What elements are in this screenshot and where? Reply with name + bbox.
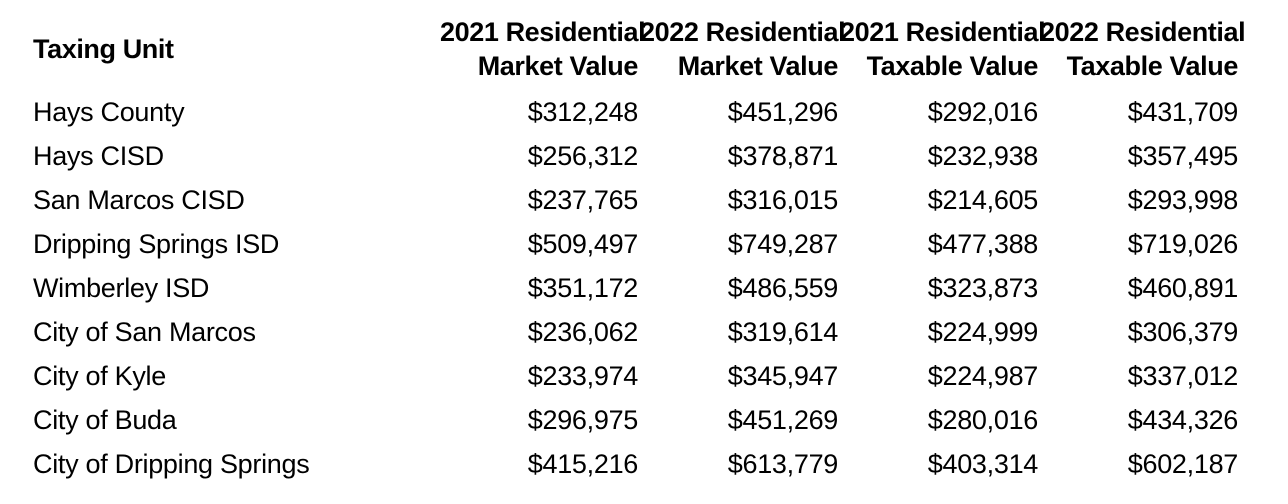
value-cell-2022-market: $316,015	[727, 184, 839, 215]
value-cell-2022-taxable: $719,026	[1127, 228, 1239, 259]
table-header: Taxing Unit 2021 Residential Market Valu…	[0, 8, 1288, 90]
value-cell-2021-market: $415,216	[527, 448, 639, 479]
taxing-unit-cell: Hays CISD	[33, 140, 164, 171]
value-cell-2022-taxable: $602,187	[1127, 448, 1239, 479]
value-cell-2021-market: $312,248	[527, 96, 639, 127]
value-cell-2022-taxable: $357,495	[1127, 140, 1239, 171]
gutter	[1240, 442, 1288, 486]
value-cell-2021-taxable: $280,016	[927, 404, 1039, 435]
gutter	[1240, 134, 1288, 178]
value-cell-2022-market: $486,559	[727, 272, 839, 303]
table-row: Wimberley ISD $351,172 $486,559 $323,873…	[0, 266, 1288, 310]
gutter	[1240, 354, 1288, 398]
gutter	[1240, 222, 1288, 266]
header-line-1: 2022 Residential	[640, 17, 846, 47]
column-header-2022-taxable-value: 2022 Residential Taxable Value	[1040, 8, 1246, 90]
value-cell-2022-market: $378,871	[727, 140, 839, 171]
value-cell-2021-taxable: $323,873	[927, 272, 1039, 303]
header-line-2: Taxable Value	[1066, 51, 1239, 81]
value-cell-2021-market: $509,497	[527, 228, 639, 259]
value-cell-2021-taxable: $214,605	[927, 184, 1039, 215]
taxing-unit-cell: City of Kyle	[33, 360, 166, 391]
value-cell-2022-taxable: $460,891	[1127, 272, 1239, 303]
value-cell-2021-taxable: $477,388	[927, 228, 1039, 259]
value-cell-2022-taxable: $306,379	[1127, 316, 1239, 347]
taxing-unit-cell: City of San Marcos	[33, 316, 256, 347]
value-cell-2021-market: $233,974	[527, 360, 639, 391]
table-row: Hays County $312,248 $451,296 $292,016 $…	[0, 90, 1288, 134]
taxing-unit-cell: Dripping Springs ISD	[33, 228, 280, 259]
value-cell-2022-taxable: $337,012	[1127, 360, 1239, 391]
header-line-2: Market Value	[477, 51, 639, 81]
table-row: City of San Marcos $236,062 $319,614 $22…	[0, 310, 1288, 354]
value-cell-2021-market: $236,062	[527, 316, 639, 347]
value-cell-2021-taxable: $224,999	[927, 316, 1039, 347]
column-header-taxing-unit: Taxing Unit	[0, 8, 440, 90]
header-line-1: 2022 Residential	[1040, 17, 1246, 47]
value-cell-2022-taxable: $434,326	[1127, 404, 1239, 435]
gutter	[1240, 266, 1288, 310]
residential-values-table: Taxing Unit 2021 Residential Market Valu…	[0, 8, 1288, 486]
taxing-unit-cell: Hays County	[33, 96, 185, 127]
gutter	[1240, 398, 1288, 442]
taxing-unit-label: Taxing Unit	[33, 34, 174, 64]
value-cell-2021-market: $296,975	[527, 404, 639, 435]
taxing-unit-cell: Wimberley ISD	[33, 272, 210, 303]
value-cell-2021-taxable: $224,987	[927, 360, 1039, 391]
taxing-unit-cell: City of Buda	[33, 404, 177, 435]
gutter	[1240, 8, 1288, 90]
table-row: City of Buda $296,975 $451,269 $280,016 …	[0, 398, 1288, 442]
value-cell-2021-taxable: $403,314	[927, 448, 1039, 479]
gutter	[1240, 310, 1288, 354]
taxing-unit-cell: San Marcos CISD	[33, 184, 245, 215]
header-row: Taxing Unit 2021 Residential Market Valu…	[0, 8, 1288, 90]
table-body: Hays County $312,248 $451,296 $292,016 $…	[0, 90, 1288, 486]
column-header-2021-market-value: 2021 Residential Market Value	[440, 8, 646, 90]
value-cell-2022-market: $451,296	[727, 96, 839, 127]
value-cell-2021-taxable: $232,938	[927, 140, 1039, 171]
table-row: Dripping Springs ISD $509,497 $749,287 $…	[0, 222, 1288, 266]
table-row: Hays CISD $256,312 $378,871 $232,938 $35…	[0, 134, 1288, 178]
table-row: City of Dripping Springs $415,216 $613,7…	[0, 442, 1288, 486]
value-cell-2022-market: $319,614	[727, 316, 839, 347]
value-cell-2021-market: $351,172	[527, 272, 639, 303]
value-cell-2021-market: $237,765	[527, 184, 639, 215]
value-cell-2021-market: $256,312	[527, 140, 639, 171]
header-line-1: 2021 Residential	[840, 17, 1046, 47]
table-row: City of Kyle $233,974 $345,947 $224,987 …	[0, 354, 1288, 398]
value-cell-2022-taxable: $293,998	[1127, 184, 1239, 215]
value-cell-2022-market: $749,287	[727, 228, 839, 259]
header-line-1: 2021 Residential	[440, 17, 646, 47]
value-cell-2022-market: $613,779	[727, 448, 839, 479]
value-cell-2022-market: $345,947	[727, 360, 839, 391]
table-row: San Marcos CISD $237,765 $316,015 $214,6…	[0, 178, 1288, 222]
header-line-2: Market Value	[677, 51, 839, 81]
value-cell-2022-taxable: $431,709	[1127, 96, 1239, 127]
header-line-2: Taxable Value	[866, 51, 1039, 81]
column-header-2021-taxable-value: 2021 Residential Taxable Value	[840, 8, 1046, 90]
taxing-unit-cell: City of Dripping Springs	[33, 448, 310, 479]
column-header-2022-market-value: 2022 Residential Market Value	[640, 8, 846, 90]
gutter	[1240, 178, 1288, 222]
value-cell-2021-taxable: $292,016	[927, 96, 1039, 127]
value-cell-2022-market: $451,269	[727, 404, 839, 435]
gutter	[1240, 90, 1288, 134]
